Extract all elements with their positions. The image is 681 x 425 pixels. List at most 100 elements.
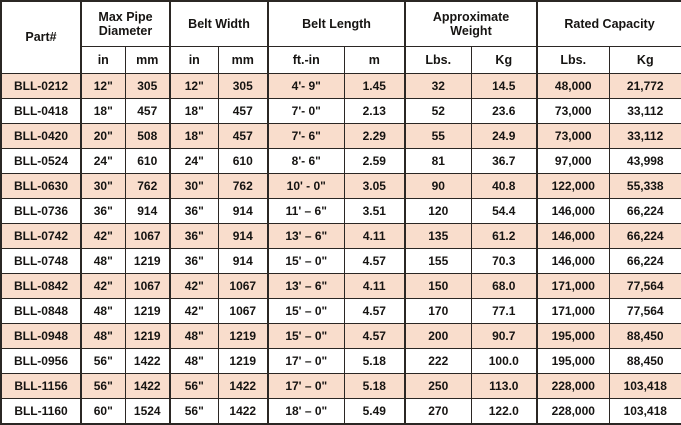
cell-value: 55 [404, 123, 472, 149]
unit-header-weight-lbs: Lbs. [404, 46, 472, 74]
cell-value: 4.57 [343, 323, 406, 349]
cell-value: 48,000 [536, 73, 610, 99]
col-header-rated-capacity: Rated Capacity [536, 0, 681, 47]
cell-value: 48" [80, 248, 126, 274]
cell-value: 43,998 [608, 148, 681, 174]
cell-value: 48" [169, 323, 219, 349]
cell-value: 21,772 [608, 73, 681, 99]
table-row: BLL-0948 48" 1219 48" 1219 15' – 0" 4.57 200 90.… [0, 323, 681, 349]
cell-value: 61.2 [470, 223, 538, 249]
cell-value: 2.29 [343, 123, 406, 149]
unit-header-capacity-lbs: Lbs. [536, 46, 610, 74]
cell-value: 5.18 [343, 373, 406, 399]
cell-value: 1219 [124, 298, 171, 324]
cell-value: 66,224 [608, 223, 681, 249]
cell-value: 48" [80, 323, 126, 349]
cell-value: 1067 [124, 273, 171, 299]
cell-value: 56" [80, 373, 126, 399]
cell-value: 36.7 [470, 148, 538, 174]
table-row: BLL-0848 48" 1219 42" 1067 15' – 0" 4.57 170 77.… [0, 298, 681, 324]
cell-value: 3.05 [343, 173, 406, 199]
col-header-belt-length: Belt Length [267, 0, 407, 47]
cell-value: 170 [404, 298, 472, 324]
cell-value: 171,000 [536, 298, 610, 324]
unit-header-pipe-mm: mm [124, 46, 172, 74]
table-row: BLL-0956 56" 1422 48" 1219 17' – 0" 5.18 222 100… [0, 348, 681, 374]
cell-value: 610 [124, 148, 171, 174]
cell-value: 122.0 [470, 398, 538, 425]
cell-value: 103,418 [608, 398, 681, 425]
cell-value: 195,000 [536, 348, 610, 374]
cell-value: 56" [80, 348, 126, 374]
col-header-approximate-weight: Approximate Weight [404, 0, 539, 47]
col-header-belt-width: Belt Width [169, 0, 270, 47]
cell-value: 1219 [124, 323, 171, 349]
cell-value: 1422 [217, 373, 269, 399]
cell-value: 77,564 [608, 298, 681, 324]
cell-value: 66,224 [608, 248, 681, 274]
unit-header-pipe-in: in [80, 46, 126, 74]
cell-value: 14.5 [470, 73, 538, 99]
cell-value: 60" [80, 398, 126, 425]
table-row: BLL-0742 42" 1067 36" 914 13' – 6" 4.11 135 61.2… [0, 223, 681, 249]
cell-value: 100.0 [470, 348, 538, 374]
cell-value: 155 [404, 248, 472, 274]
cell-value: 56" [169, 373, 219, 399]
cell-value: 24" [80, 148, 126, 174]
cell-value: 508 [124, 123, 171, 149]
table-row: BLL-0748 48" 1219 36" 914 15' – 0" 4.57 155 70.3… [0, 248, 681, 274]
cell-value: 610 [217, 148, 269, 174]
table-row: BLL-0418 18" 457 18" 457 7'- 0" 2.13 52 23.6 73,0… [0, 98, 681, 124]
cell-value: 5.49 [343, 398, 406, 425]
table-row: BLL-0736 36" 914 36" 914 11' – 6" 3.51 120 54.4 1… [0, 198, 681, 224]
cell-value: 1067 [217, 298, 269, 324]
cell-value: 1524 [124, 398, 171, 425]
cell-value: 4.11 [343, 223, 406, 249]
cell-value: 113.0 [470, 373, 538, 399]
cell-value: 18" [169, 98, 219, 124]
cell-value: 48" [169, 348, 219, 374]
cell-value: 13' – 6" [267, 273, 345, 299]
unit-header-weight-kg: Kg [470, 46, 539, 74]
cell-value: 33,112 [608, 123, 681, 149]
cell-value: 77.1 [470, 298, 538, 324]
cell-value: 20" [80, 123, 126, 149]
cell-value: 135 [404, 223, 472, 249]
unit-header-capacity-kg: Kg [608, 46, 681, 74]
cell-value: 55,338 [608, 173, 681, 199]
cell-value: 17' – 0" [267, 348, 345, 374]
cell-value: 18' – 0" [267, 398, 345, 425]
cell-part-number: BLL-0524 [0, 148, 82, 174]
cell-part-number: BLL-0842 [0, 273, 82, 299]
cell-value: 457 [217, 123, 269, 149]
cell-value: 23.6 [470, 98, 538, 124]
table-row: BLL-0212 12" 305 12" 305 4'- 9" 1.45 32 14.5 48,0… [0, 73, 681, 99]
cell-value: 15' – 0" [267, 248, 345, 274]
cell-value: 12" [80, 73, 126, 99]
table-row: BLL-0420 20" 508 18" 457 7'- 6" 2.29 55 24.9 73,0… [0, 123, 681, 149]
cell-value: 1422 [124, 373, 171, 399]
cell-value: 3.51 [343, 198, 406, 224]
cell-value: 8'- 6" [267, 148, 345, 174]
table-row: BLL-1156 56" 1422 56" 1422 17' – 0" 5.18 250 113… [0, 373, 681, 399]
cell-part-number: BLL-0212 [0, 73, 82, 99]
cell-value: 762 [217, 173, 269, 199]
cell-value: 90.7 [470, 323, 538, 349]
col-header-part-number: Part# [0, 0, 82, 74]
cell-value: 146,000 [536, 198, 610, 224]
cell-value: 15' – 0" [267, 298, 345, 324]
cell-value: 150 [404, 273, 472, 299]
cell-value: 36" [169, 248, 219, 274]
cell-value: 30" [80, 173, 126, 199]
cell-value: 42" [169, 273, 219, 299]
unit-header-belt-width-in: in [169, 46, 219, 74]
cell-value: 4.57 [343, 248, 406, 274]
cell-value: 42" [80, 273, 126, 299]
col-header-max-pipe-diameter: Max Pipe Diameter [79, 0, 172, 47]
table-row: BLL-0630 30" 762 30" 762 10' - 0" 3.05 90 40.8 12… [0, 173, 681, 199]
cell-value: 36" [80, 198, 126, 224]
cell-part-number: BLL-0748 [0, 248, 82, 274]
cell-value: 33,112 [608, 98, 681, 124]
cell-value: 52 [404, 98, 472, 124]
cell-value: 42" [80, 223, 126, 249]
